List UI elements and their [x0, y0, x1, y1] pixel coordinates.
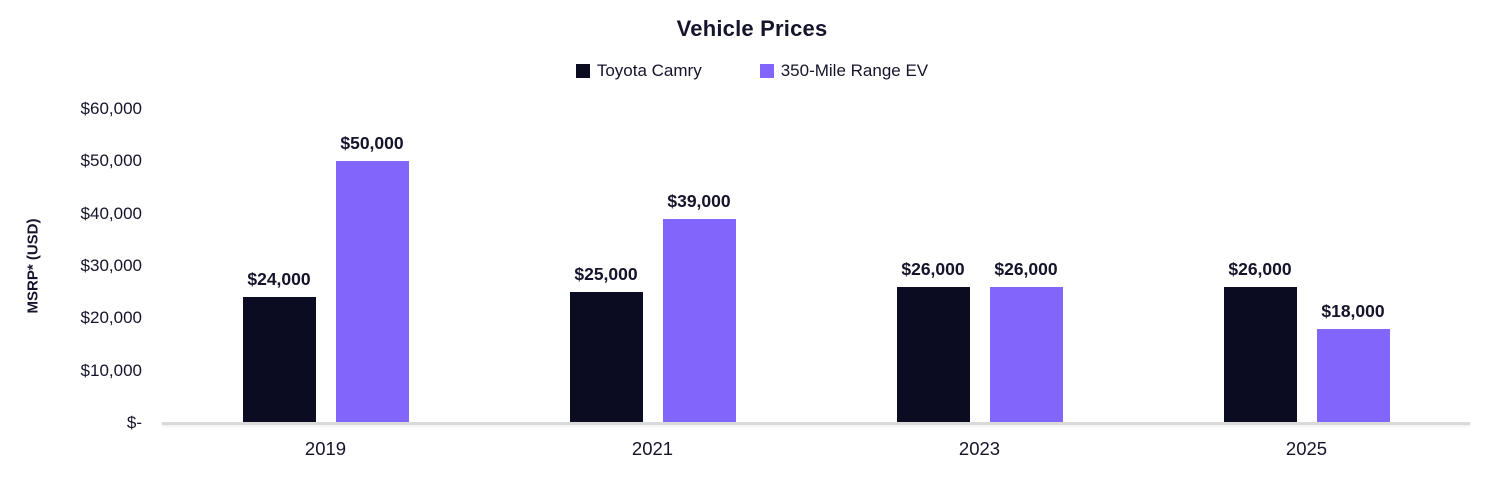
bar-value-label: $39,000 [667, 190, 731, 211]
bar-value-label: $25,000 [574, 264, 638, 285]
bar-toyota-camry-2025 [1223, 286, 1297, 423]
bar-value-label: $26,000 [1228, 258, 1292, 279]
x-category-label-2021: 2021 [631, 438, 674, 459]
y-tick-label: $10,000 [80, 360, 142, 380]
bar-block: $50,000 [335, 109, 409, 423]
legend-marker-toyota-camry-icon [575, 64, 590, 78]
bar-block: $24,000 [242, 109, 316, 423]
bar-value-label: $26,000 [994, 258, 1058, 279]
bar-block: $26,000 [896, 109, 970, 423]
chart-legend: Toyota Camry 350-Mile Range EV [0, 61, 1504, 81]
legend-label-toyota-camry: Toyota Camry [596, 61, 702, 80]
bar-350-mile-range-ev-2025 [1316, 328, 1390, 423]
bar-group-2023: $26,000 $26,000 [896, 109, 1063, 423]
x-category-label-2023: 2023 [958, 438, 1001, 459]
bar-block: $26,000 [989, 109, 1063, 423]
bar-group-2025: $26,000 $18,000 [1223, 109, 1390, 423]
bar-value-label: $24,000 [247, 269, 311, 290]
bar-350-mile-range-ev-2019 [335, 161, 409, 423]
bar-block: $25,000 [569, 109, 643, 423]
y-axis-tick-labels: $- $10,000 $20,000 $30,000 $40,000 $50,000 $60… [0, 99, 142, 432]
bar-block: $18,000 [1316, 109, 1390, 423]
y-tick-label: $20,000 [80, 308, 142, 328]
y-tick-label: $- [126, 413, 142, 432]
plot-area: $24,000 $50,000 $25,000 $39,000 $26,000 $26,0… [162, 109, 1470, 423]
legend-item-350-mile-range-ev: 350-Mile Range EV [759, 61, 929, 81]
x-category-label-2025: 2025 [1285, 438, 1328, 459]
legend-marker-350-mile-range-ev-icon [759, 64, 774, 78]
x-category-label-2019: 2019 [304, 438, 347, 459]
bar-block: $26,000 [1223, 109, 1297, 423]
bar-toyota-camry-2021 [569, 292, 643, 423]
x-axis-baseline [162, 422, 1470, 425]
bar-value-label: $26,000 [901, 258, 965, 279]
bar-group-2019: $24,000 $50,000 [242, 109, 409, 423]
y-tick-label: $40,000 [80, 203, 142, 223]
chart-title: Vehicle Prices [676, 16, 828, 41]
bar-value-label: $18,000 [1321, 300, 1385, 321]
bar-350-mile-range-ev-2023 [989, 286, 1063, 423]
bar-350-mile-range-ev-2021 [662, 218, 736, 423]
legend-label-350-mile-range-ev: 350-Mile Range EV [780, 61, 929, 80]
y-tick-label: $30,000 [80, 256, 142, 275]
bar-block: $39,000 [662, 109, 736, 423]
x-axis-category-labels: 2019 2021 2023 2025 [162, 438, 1470, 460]
bar-group-2021: $25,000 $39,000 [569, 109, 736, 423]
y-tick-label: $50,000 [80, 151, 142, 171]
bar-toyota-camry-2019 [242, 297, 316, 423]
bar-value-label: $50,000 [340, 133, 404, 154]
bar-toyota-camry-2023 [896, 286, 970, 423]
y-tick-label: $60,000 [80, 99, 142, 118]
legend-item-toyota-camry: Toyota Camry [575, 61, 702, 81]
